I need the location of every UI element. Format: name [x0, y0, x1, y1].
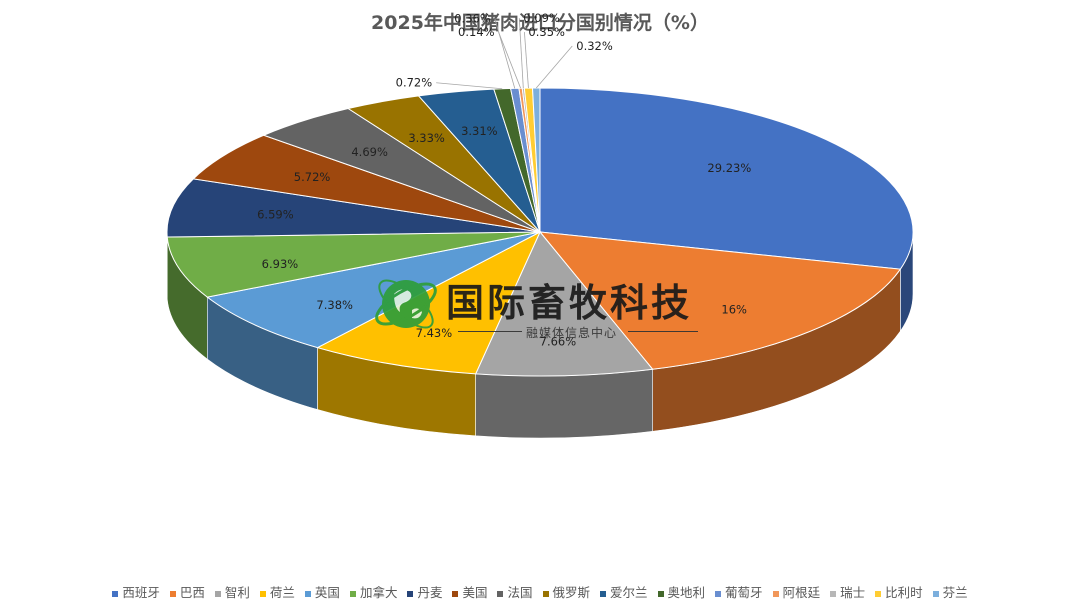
- legend-label: 葡萄牙: [725, 585, 763, 600]
- legend-label: 巴西: [179, 585, 205, 600]
- legend-swatch: [875, 590, 882, 597]
- data-label-15: 0.35%: [528, 25, 565, 39]
- legend-label: 芬兰: [942, 585, 968, 600]
- legend-label: 西班牙: [122, 585, 160, 600]
- legend-label: 阿根廷: [782, 585, 821, 600]
- leader-line-12: [494, 18, 516, 89]
- legend-label: 奥地利: [667, 585, 706, 600]
- legend-swatch: [932, 590, 939, 597]
- leader-line-11: [436, 82, 503, 90]
- legend-swatch: [349, 590, 356, 597]
- legend-item: 智利: [214, 582, 250, 601]
- pie-slice-2: [474, 231, 654, 377]
- pie-slice-7: [192, 134, 541, 233]
- legend-swatch: [542, 590, 549, 597]
- watermark-rule-left: [458, 331, 522, 332]
- pie-top: [166, 87, 914, 377]
- legend-item: 奥地利: [657, 582, 706, 601]
- data-label-0: 29.23%: [707, 161, 751, 175]
- legend-item: 法国: [497, 582, 533, 601]
- legend-swatch: [600, 590, 607, 597]
- legend: 西班牙 巴西 智利 荷兰 英国 加拿大 丹麦 美国 法国 俄罗斯 爱尔兰 奥地利 葡萄牙 阿根廷 瑞士 比利时…: [0, 582, 1080, 601]
- legend-swatch: [304, 590, 311, 597]
- pie-slice-4: [206, 231, 541, 349]
- leader-line-13: [498, 32, 521, 89]
- leader-line-15: [524, 32, 529, 89]
- legend-label: 加拿大: [359, 585, 398, 600]
- data-label-16: 0.32%: [576, 39, 613, 53]
- data-label-10: 3.31%: [461, 124, 498, 138]
- legend-label: 瑞士: [840, 585, 866, 600]
- data-label-2: 7.66%: [540, 334, 577, 348]
- leader-line-16: [535, 45, 573, 89]
- legend-swatch: [772, 590, 779, 597]
- legend-label: 俄罗斯: [552, 585, 591, 600]
- data-label-11: 0.72%: [396, 76, 433, 90]
- data-label-6: 6.59%: [257, 207, 294, 221]
- legend-label: 爱尔兰: [610, 585, 648, 600]
- pie-sides: [166, 231, 914, 439]
- data-label-13: 0.14%: [458, 25, 495, 39]
- legend-label: 比利时: [885, 585, 923, 600]
- watermark-subtext: 融媒体信息中心: [526, 326, 618, 340]
- legend-item: 美国: [452, 582, 487, 601]
- pie-chart: 29.23% 16% 7.66% 7.43% 7.38% 6.93% 6.59% 5.72% 4…: [166, 11, 914, 439]
- legend-swatch: [169, 590, 176, 597]
- watermark-rule-right: [628, 331, 698, 332]
- pie-slice-6: [166, 178, 541, 238]
- legend-swatch: [214, 590, 221, 597]
- legend-label: 丹麦: [417, 585, 443, 600]
- pie-side-2: [475, 368, 653, 439]
- data-label-5: 6.93%: [262, 257, 299, 271]
- legend-swatch: [259, 590, 266, 597]
- watermark-text: 国际畜牧科技: [446, 281, 693, 325]
- legend-item: 俄罗斯: [542, 582, 591, 601]
- data-label-7: 5.72%: [294, 170, 331, 184]
- legend-item: 瑞士: [830, 582, 865, 601]
- data-label-4: 7.38%: [316, 298, 353, 312]
- legend-item: 爱尔兰: [600, 582, 648, 601]
- legend-item: 葡萄牙: [715, 582, 763, 601]
- legend-label: 美国: [462, 585, 488, 600]
- pie-slice-5: [166, 231, 541, 298]
- data-label-9: 3.33%: [408, 131, 445, 145]
- pie-slice-0: [539, 87, 914, 270]
- legend-label: 英国: [314, 585, 340, 600]
- legend-item: 荷兰: [259, 582, 295, 601]
- data-label-14: 0.09%: [523, 11, 560, 25]
- legend-item: 丹麦: [407, 582, 442, 601]
- legend-item: 比利时: [875, 582, 923, 601]
- legend-swatch: [657, 590, 664, 597]
- data-label-8: 4.69%: [351, 145, 388, 159]
- legend-item: 加拿大: [349, 582, 398, 601]
- pie-slice-1: [538, 231, 902, 370]
- legend-swatch: [497, 590, 504, 597]
- legend-item: 芬兰: [932, 582, 968, 601]
- legend-swatch: [452, 590, 459, 597]
- legend-item: 巴西: [169, 582, 205, 601]
- legend-swatch: [407, 590, 414, 597]
- data-label-3: 7.43%: [416, 326, 453, 340]
- legend-label: 智利: [224, 585, 250, 600]
- legend-swatch: [830, 590, 837, 597]
- legend-item: 阿根廷: [772, 582, 821, 601]
- legend-item: 英国: [304, 582, 340, 601]
- legend-swatch: [112, 590, 119, 597]
- legend-label: 荷兰: [269, 585, 295, 600]
- legend-swatch: [715, 590, 722, 597]
- legend-item: 西班牙: [112, 582, 160, 601]
- leader-line-14: [518, 18, 524, 89]
- chart-title: 2025年中国猪肉进口分国别情况（%）: [371, 12, 709, 34]
- data-label-12: 0.36%: [454, 11, 491, 25]
- legend-label: 法国: [507, 585, 533, 600]
- globe-icon: [375, 279, 437, 329]
- data-label-1: 16%: [721, 303, 747, 317]
- watermark: 国际畜牧科技 融媒体信息中心: [372, 268, 712, 348]
- pie-labels: 29.23% 16% 7.66% 7.43% 7.38% 6.93% 6.59% 5.72% 4…: [257, 11, 751, 348]
